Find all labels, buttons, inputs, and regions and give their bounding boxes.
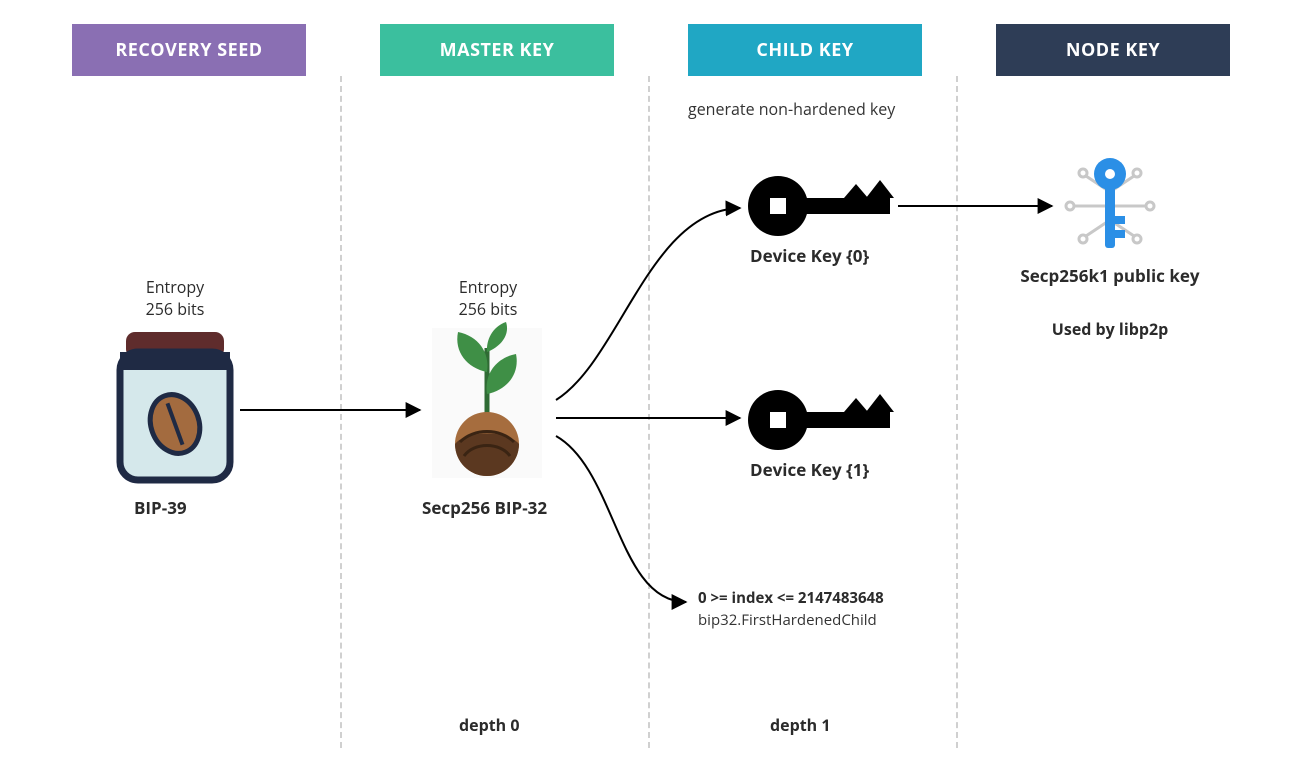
- seedling-icon: [432, 322, 542, 478]
- diagram-canvas: [0, 0, 1299, 769]
- jar-icon: [120, 332, 230, 480]
- circuit-key-icon: [1066, 158, 1154, 248]
- key-icon-1: [748, 390, 894, 450]
- arrow-master-index: [556, 436, 686, 602]
- arrow-master-k0: [556, 208, 740, 400]
- key-icon-0: [748, 176, 894, 236]
